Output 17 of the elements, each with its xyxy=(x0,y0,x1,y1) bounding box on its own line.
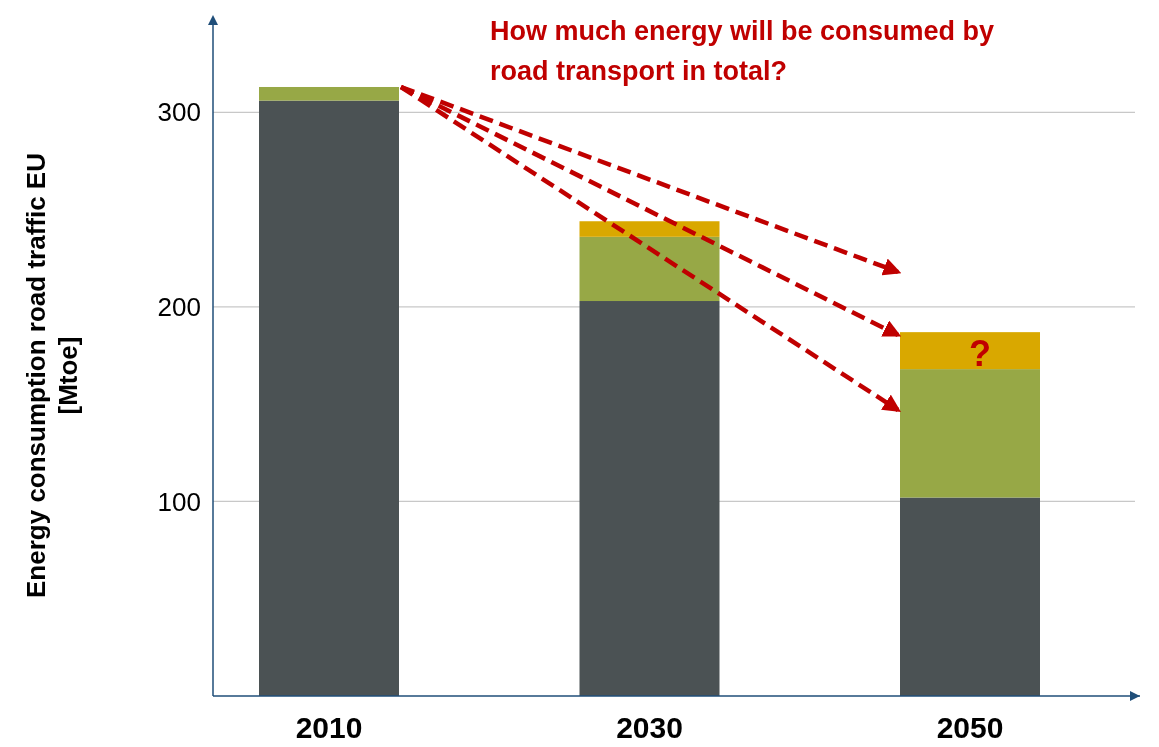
bar xyxy=(900,497,1040,696)
y-tick-label: 100 xyxy=(157,486,201,517)
bar xyxy=(579,301,720,696)
x-tick-label: 2010 xyxy=(295,711,363,744)
bar xyxy=(579,236,720,302)
bar xyxy=(259,100,399,696)
y-tick-label: 200 xyxy=(157,291,201,322)
y-tick-label: 300 xyxy=(157,97,201,128)
bar xyxy=(900,369,1040,498)
bar xyxy=(259,86,399,101)
bar xyxy=(579,221,720,237)
bar xyxy=(900,332,1040,370)
x-tick-label: 2030 xyxy=(616,711,683,744)
text: How much energy will be consumed by road transport in total? xyxy=(490,16,995,86)
y-axis-title: Energy consumption road traffic EU [Mtoe] xyxy=(21,153,83,598)
annotation: ? xyxy=(969,333,991,374)
x-tick-label: 2050 xyxy=(936,711,1004,744)
